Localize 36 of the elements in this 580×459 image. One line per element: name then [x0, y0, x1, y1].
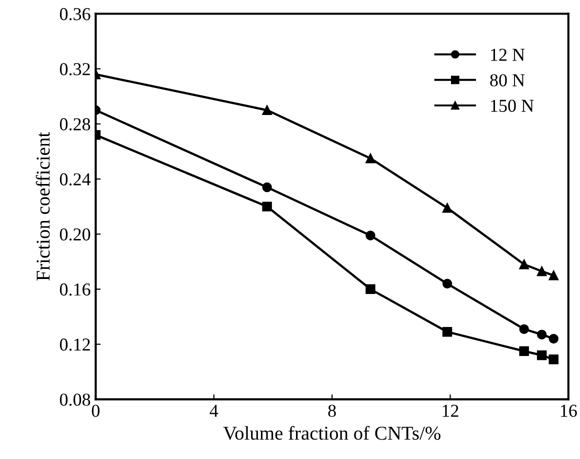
- point: [548, 334, 558, 344]
- point: [262, 202, 272, 212]
- x-tick-label: 8: [328, 404, 336, 417]
- x-axis-title: Volume fraction of CNTs/%: [223, 426, 440, 440]
- point: [442, 203, 452, 213]
- point: [366, 153, 376, 164]
- point: [519, 260, 529, 270]
- legend-label: 12 N: [491, 48, 525, 61]
- point: [519, 324, 529, 334]
- y-axis-title: Friction coefficient: [36, 132, 50, 281]
- x-tick-label: 0: [92, 404, 100, 417]
- x-tick-label: 4: [210, 404, 218, 417]
- point: [442, 278, 452, 289]
- point: [536, 330, 547, 340]
- y-tick-label: 0.08: [60, 394, 90, 406]
- point: [536, 350, 547, 360]
- point: [548, 270, 558, 280]
- point: [519, 346, 529, 356]
- y-tick-label: 0.28: [60, 118, 90, 130]
- point: [262, 182, 272, 192]
- y-tick-label: 0.12: [60, 338, 90, 351]
- point: [442, 326, 452, 337]
- point: [548, 354, 558, 364]
- point: [262, 105, 272, 116]
- y-tick-label: 0.20: [60, 228, 90, 241]
- point: [366, 230, 376, 240]
- x-tick-label: 16: [560, 404, 577, 417]
- y-tick-label: 0.36: [60, 8, 90, 20]
- y-tick-label: 0.32: [60, 63, 90, 76]
- y-tick-label: 0.24: [60, 173, 91, 186]
- y-tick-label: 0.16: [60, 283, 90, 296]
- legend-label: 80 N: [490, 74, 525, 86]
- point: [536, 266, 547, 276]
- x-tick-label: 12: [442, 404, 458, 417]
- point: [366, 284, 376, 294]
- legend-label: 150 N: [491, 100, 534, 112]
